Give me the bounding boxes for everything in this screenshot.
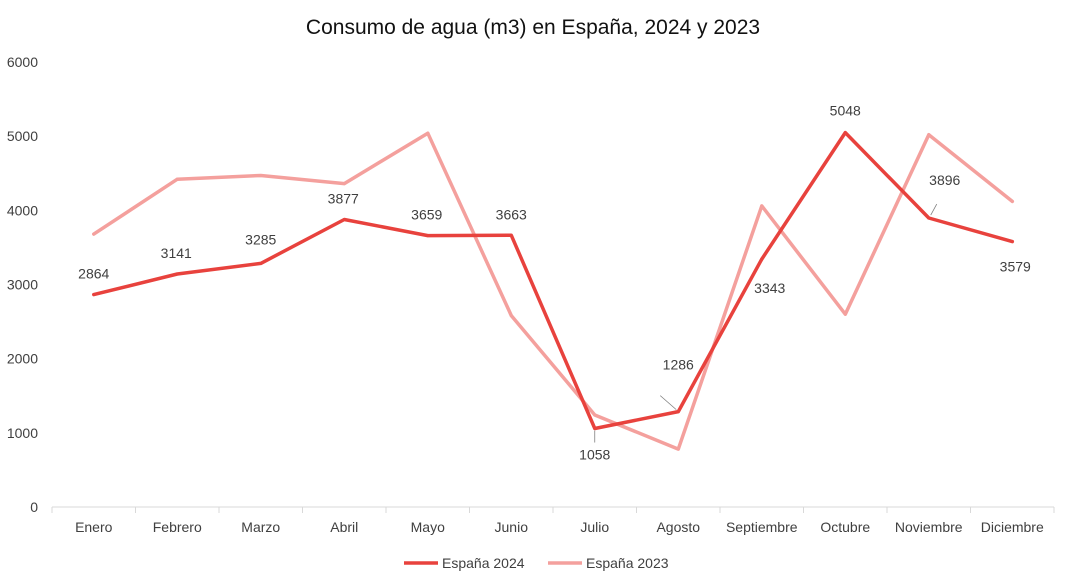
data-point-espana-2024 (843, 131, 847, 135)
data-label: 3663 (496, 206, 527, 222)
series-layer (92, 130, 1015, 451)
data-point-espana-2024 (676, 410, 680, 414)
y-tick-label: 3000 (7, 277, 38, 293)
x-tick-label: Mayo (411, 519, 445, 535)
data-point-espana-2023 (342, 182, 346, 186)
x-tick-label: Septiembre (726, 519, 798, 535)
x-tick-label: Abril (330, 519, 358, 535)
data-point-espana-2024 (92, 293, 96, 297)
data-label: 3285 (245, 231, 276, 247)
data-point-espana-2023 (175, 177, 179, 181)
chart-title: Consumo de agua (m3) en España, 2024 y 2… (306, 16, 760, 39)
x-tick-label: Diciembre (981, 519, 1044, 535)
series-line-espana-2024 (92, 130, 1015, 431)
data-point-espana-2023 (927, 133, 931, 137)
x-tick-label: Agosto (656, 519, 700, 535)
y-tick-label: 1000 (7, 425, 38, 441)
data-label: 1286 (663, 357, 694, 373)
legend-item-espana-2023: España 2023 (548, 555, 669, 571)
x-tick-label: Octubre (820, 519, 870, 535)
x-tick-label: Noviembre (895, 519, 963, 535)
data-labels: 2864 3141 3285 3877 3659 3663 1058 1286 3343 5048… (78, 103, 1031, 463)
series-line-espana-2023 (92, 131, 1015, 451)
x-tick-label: Marzo (241, 519, 280, 535)
data-label: 1058 (579, 447, 610, 463)
data-point-espana-2024 (426, 234, 430, 238)
data-point-espana-2023 (1010, 199, 1014, 203)
y-tick-label: 6000 (7, 54, 38, 70)
y-axis: 0 1000 2000 3000 4000 5000 6000 (7, 54, 38, 515)
data-label: 3141 (161, 245, 192, 261)
data-point-espana-2023 (676, 447, 680, 451)
y-tick-label: 4000 (7, 202, 38, 218)
x-axis: Enero Febrero Marzo Abril Mayo Junio Julio Agos… (51, 507, 1055, 535)
legend-label-espana-2024: España 2024 (442, 555, 525, 571)
label-leader-line (930, 203, 938, 216)
y-tick-label: 5000 (7, 128, 38, 144)
x-tick-label: Julio (580, 519, 609, 535)
label-leader-line (659, 395, 677, 410)
data-label: 5048 (830, 103, 861, 119)
y-tick-label: 2000 (7, 351, 38, 367)
data-point-espana-2023 (760, 204, 764, 208)
data-point-espana-2024 (342, 217, 346, 221)
data-point-espana-2023 (509, 314, 513, 318)
data-label: 3877 (328, 190, 359, 206)
data-point-espana-2024 (259, 261, 263, 265)
data-point-espana-2024 (760, 257, 764, 261)
data-point-espana-2024 (1010, 240, 1014, 244)
data-label: 3579 (1000, 259, 1031, 275)
data-point-espana-2023 (92, 232, 96, 236)
legend: España 2024 España 2023 (404, 555, 669, 571)
data-label: 3896 (929, 172, 960, 188)
y-tick-label: 0 (30, 499, 38, 515)
x-tick-label: Febrero (153, 519, 202, 535)
data-label: 2864 (78, 266, 109, 282)
data-label: 3659 (411, 207, 442, 223)
data-point-espana-2023 (426, 131, 430, 135)
data-label: 3343 (754, 280, 785, 296)
data-point-espana-2023 (593, 413, 597, 417)
data-point-espana-2024 (175, 272, 179, 276)
legend-label-espana-2023: España 2023 (586, 555, 669, 571)
x-tick-label: Junio (495, 519, 529, 535)
data-point-espana-2023 (259, 173, 263, 177)
data-point-espana-2024 (509, 233, 513, 237)
data-point-espana-2024 (927, 216, 931, 220)
x-tick-label: Enero (75, 519, 113, 535)
data-point-espana-2024 (593, 427, 597, 431)
legend-item-espana-2024: España 2024 (404, 555, 525, 571)
data-point-espana-2023 (843, 312, 847, 316)
